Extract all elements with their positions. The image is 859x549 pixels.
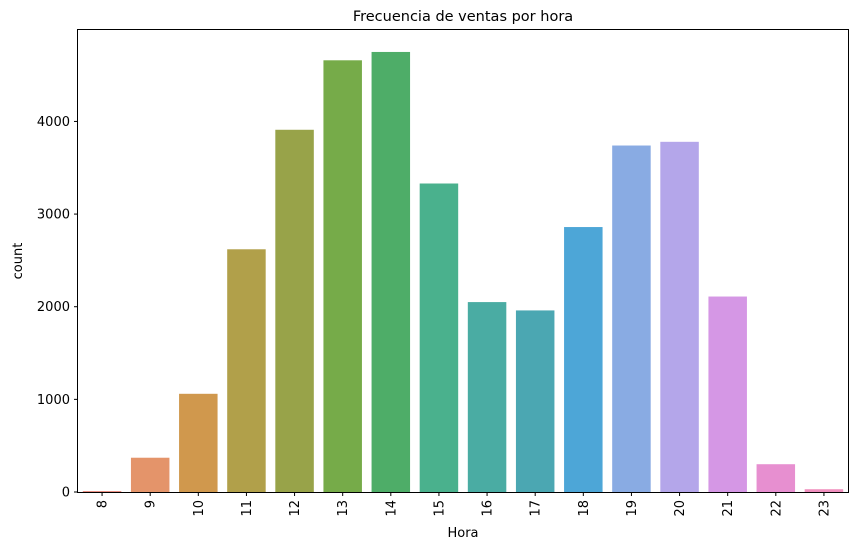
x-tick-label: 13 [336,500,351,517]
y-tick-label: 4000 [37,115,70,130]
plot-frame [77,29,849,493]
bar-hour-15 [419,183,459,492]
bar-hour-22 [756,464,796,492]
bar-hour-16 [467,302,507,492]
x-tick-label: 8 [96,500,111,508]
chart-title: Frecuencia de ventas por hora [353,9,573,25]
bar-hour-19 [612,145,651,492]
y-tick-label: 1000 [37,393,70,408]
x-tick-label: 16 [481,500,496,517]
x-tick-label: 10 [192,500,207,517]
bar-hour-17 [515,310,555,492]
bars-group [82,51,844,493]
bar-hour-11 [227,249,266,492]
bar-hour-9 [130,457,170,492]
bar-hour-20 [660,141,699,493]
x-tick-label: 11 [240,500,255,517]
x-tick-label: 21 [721,500,736,517]
y-axis-label: count [11,243,26,280]
x-tick-label: 20 [673,500,688,517]
bar-hour-12 [275,129,314,492]
bar-hour-18 [564,227,603,492]
bar-hour-10 [179,393,218,492]
x-tick-label: 9 [144,500,159,508]
bar-hour-23 [804,489,844,492]
bar-hour-8 [82,491,122,492]
bar-hour-14 [371,51,411,493]
x-axis: 8 9 10 11 12 13 14 15 16 17 18 19 20 21 22 23 [96,492,832,517]
x-tick-label: 17 [529,500,544,517]
y-tick-label: 3000 [37,208,70,223]
x-tick-label: 12 [288,500,303,517]
y-tick-label: 2000 [37,300,70,315]
y-tick-label: 0 [62,486,70,501]
bar-hour-21 [708,296,747,492]
x-tick-label: 14 [384,500,399,517]
y-axis: 0 1000 2000 3000 4000 [37,115,78,501]
x-tick-label: 18 [577,500,592,517]
x-tick-label: 15 [432,500,447,517]
bar-hour-13 [323,60,362,492]
x-axis-label: Hora [447,526,478,541]
x-tick-label: 23 [817,500,832,517]
x-tick-label: 19 [625,500,640,517]
x-tick-label: 22 [769,500,784,517]
